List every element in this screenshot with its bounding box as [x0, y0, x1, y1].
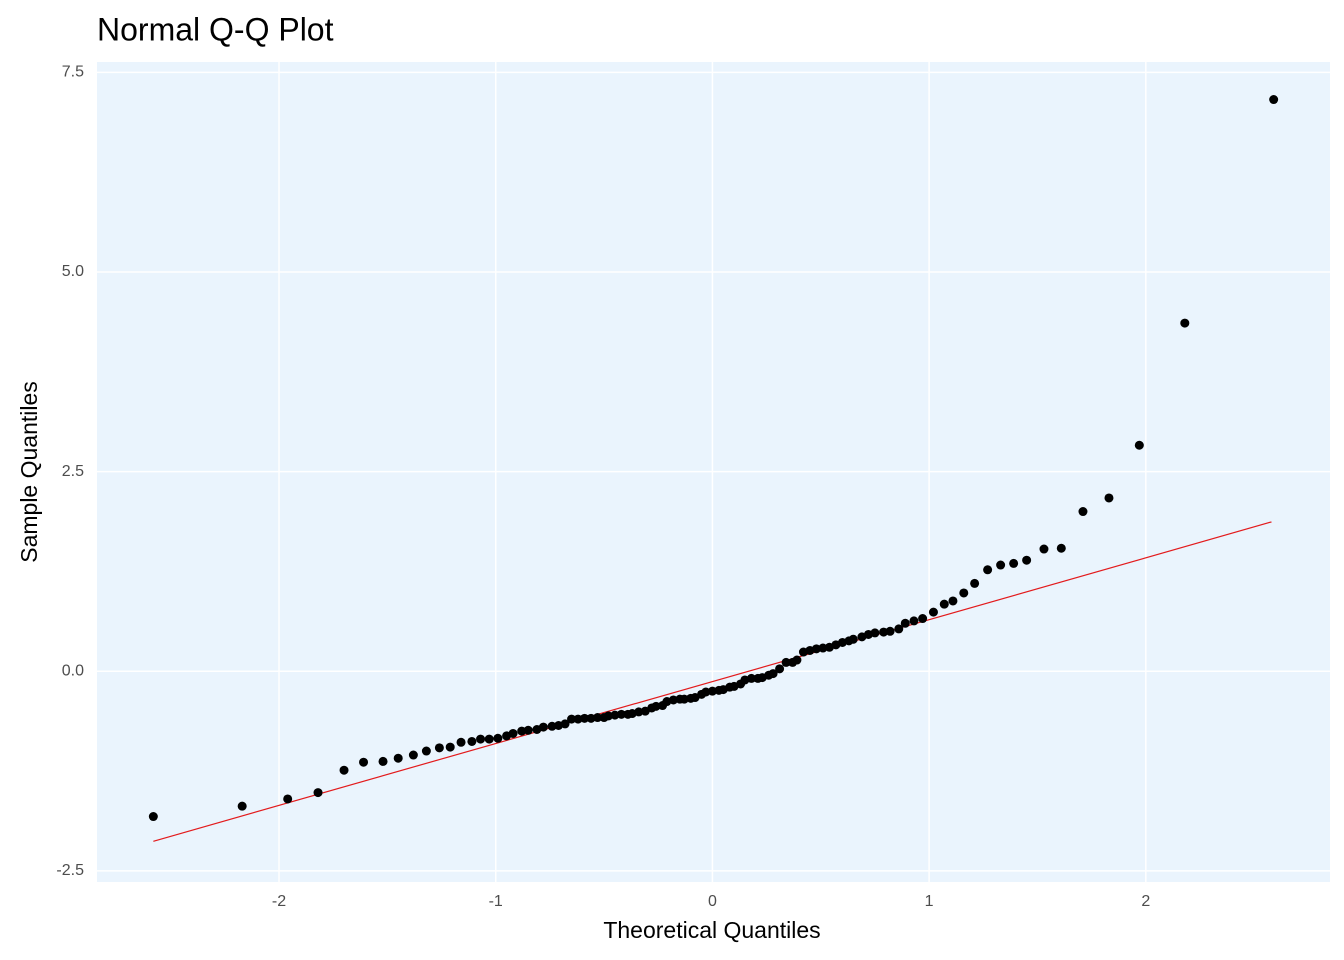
data-point — [885, 626, 895, 636]
data-point — [1078, 507, 1088, 517]
data-point — [1104, 493, 1114, 503]
data-point — [434, 743, 444, 753]
data-point — [939, 599, 949, 609]
data-point — [538, 722, 548, 732]
data-point — [848, 634, 858, 644]
y-tick-label: 0.0 — [62, 662, 84, 679]
data-point — [1269, 95, 1279, 105]
data-point — [918, 614, 928, 624]
data-point — [523, 725, 533, 735]
data-point — [508, 728, 518, 738]
data-point — [339, 765, 349, 775]
data-point — [900, 618, 910, 628]
data-point — [456, 737, 466, 747]
data-point — [1180, 318, 1190, 328]
data-point — [996, 560, 1006, 570]
data-point — [408, 750, 418, 760]
x-tick-label: 2 — [1141, 893, 1150, 910]
data-point — [560, 719, 570, 729]
data-point — [237, 801, 247, 811]
reference-line — [153, 521, 1272, 842]
data-point — [1022, 555, 1032, 565]
data-point — [484, 734, 494, 744]
data-point — [870, 628, 880, 638]
data-point — [313, 788, 323, 798]
x-tick-label: 1 — [925, 893, 934, 910]
x-tick-label: -2 — [272, 893, 286, 910]
x-tick-label: 0 — [708, 893, 717, 910]
data-point — [792, 655, 802, 665]
data-point — [567, 714, 577, 724]
data-point — [781, 657, 791, 667]
data-point — [493, 733, 503, 743]
y-tick-label: 5.0 — [62, 263, 84, 280]
data-point — [445, 742, 455, 752]
data-point — [746, 673, 756, 683]
data-point — [421, 746, 431, 756]
data-point — [1009, 558, 1019, 568]
x-axis-title: Theoretical Quantiles — [603, 917, 820, 943]
data-point — [593, 713, 603, 723]
data-point — [775, 664, 785, 674]
data-point — [768, 669, 778, 679]
y-tick-label: 7.5 — [62, 64, 84, 81]
data-point — [393, 753, 403, 763]
data-point — [970, 578, 980, 588]
y-tick-label: -2.5 — [56, 862, 84, 879]
data-point — [148, 812, 158, 822]
data-point — [283, 794, 293, 804]
data-point — [948, 596, 958, 606]
data-point — [983, 565, 993, 575]
data-point — [909, 616, 919, 626]
data-point — [476, 734, 486, 744]
data-point — [1056, 543, 1066, 553]
data-point — [959, 588, 969, 598]
data-point — [1134, 440, 1144, 450]
data-point — [894, 624, 904, 634]
data-point — [616, 709, 626, 719]
x-tick-label: -1 — [489, 893, 503, 910]
y-tick-label: 2.5 — [62, 463, 84, 480]
data-point — [928, 607, 938, 617]
data-point — [1039, 544, 1049, 554]
data-point — [359, 757, 369, 767]
data-point — [467, 736, 477, 746]
y-axis-title: Sample Quantiles — [16, 381, 42, 563]
data-point — [580, 713, 590, 723]
chart-title: Normal Q-Q Plot — [97, 11, 334, 47]
data-point — [378, 756, 388, 766]
